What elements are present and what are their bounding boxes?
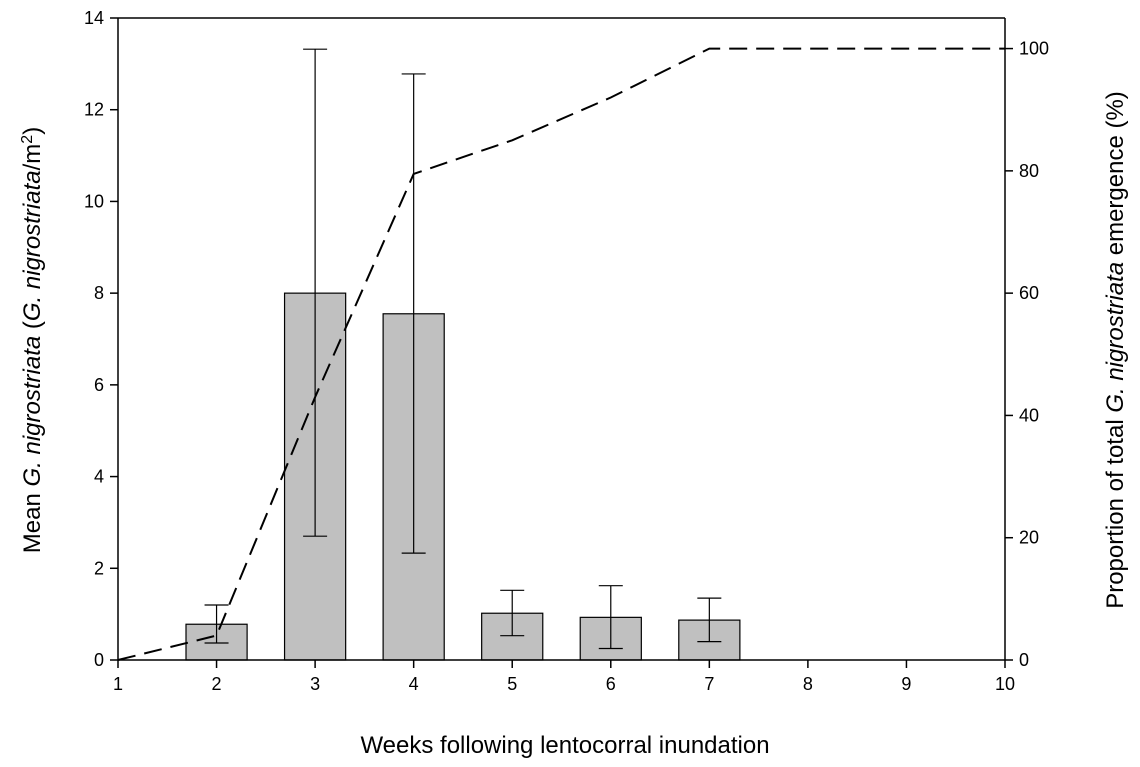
y-left-axis-title: Mean G. nigrostriata (G. nigrostriata/m2… (19, 127, 47, 553)
y-right-tick-label: 60 (1019, 283, 1039, 303)
x-tick-label: 6 (606, 674, 616, 694)
x-tick-label: 9 (901, 674, 911, 694)
y-right-axis-title: Proportion of total G. nigrostriata emer… (1102, 91, 1129, 609)
x-tick-label: 1 (113, 674, 123, 694)
y-left-tick-label: 6 (94, 375, 104, 395)
x-tick-label: 10 (995, 674, 1015, 694)
y-left-tick-label: 4 (94, 467, 104, 487)
y-left-tick-label: 12 (84, 100, 104, 120)
y-right-tick-label: 20 (1019, 528, 1039, 548)
y-right-tick-label: 0 (1019, 650, 1029, 670)
title-segment: G. nigrostriata (19, 170, 46, 321)
y-left-tick-label: 2 (94, 558, 104, 578)
y-left-tick-label: 14 (84, 8, 104, 28)
title-segment: ( (19, 321, 46, 336)
title-segment: Mean (19, 487, 46, 554)
bars-layer (185, 292, 741, 661)
axis-titles: Weeks following lentocorral inundation M… (19, 91, 1130, 759)
y-left-tick-label: 0 (94, 650, 104, 670)
x-tick-label: 8 (803, 674, 813, 694)
x-tick-label: 3 (310, 674, 320, 694)
x-tick-label: 7 (704, 674, 714, 694)
title-segment: G. nigrostriata (19, 336, 46, 487)
x-tick-label: 4 (409, 674, 419, 694)
title-segment: ) (19, 127, 46, 135)
title-segment: G. nigrostriata (1102, 262, 1129, 413)
y-right-tick-label: 100 (1019, 39, 1049, 59)
bar (481, 612, 544, 661)
title-segment: Proportion of total (1102, 413, 1129, 609)
cumulative-line-layer (117, 47, 1005, 661)
y-right-tick-label: 40 (1019, 405, 1039, 425)
error-bars-layer (204, 48, 722, 650)
x-tick-label: 5 (507, 674, 517, 694)
x-axis-title: Weeks following lentocorral inundation (360, 732, 769, 759)
y-right-tick-label: 80 (1019, 161, 1039, 181)
x-tick-label: 2 (212, 674, 222, 694)
title-segment: emergence (%) (1102, 91, 1129, 262)
cumulative-emergence-line (117, 47, 1005, 661)
title-segment: 2 (19, 135, 36, 144)
title-segment: /m (19, 144, 46, 171)
y-left-tick-label: 8 (94, 283, 104, 303)
y-left-tick-label: 10 (84, 191, 104, 211)
